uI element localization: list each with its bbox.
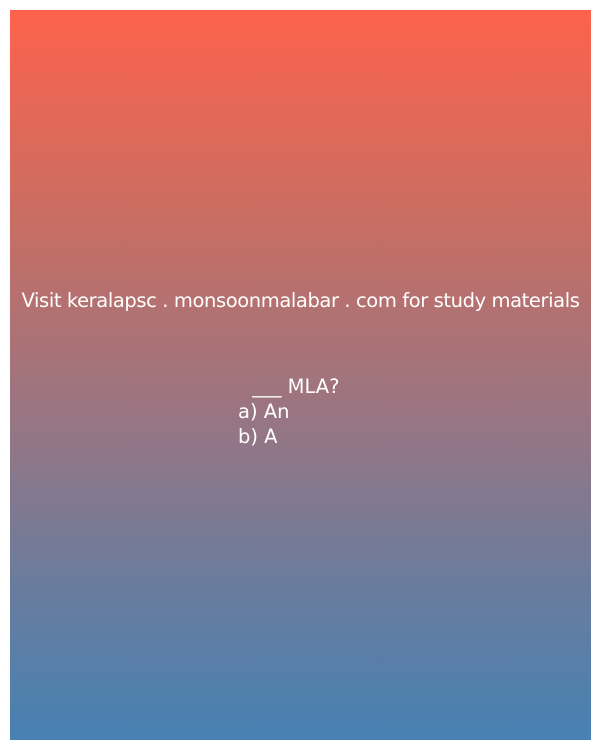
promo-text: Visit keralapsc . monsoonmalabar . com f… [21, 289, 580, 312]
option-a: a) An [238, 400, 290, 423]
quiz-card: Visit keralapsc . monsoonmalabar . com f… [10, 10, 591, 740]
option-b: b) A [238, 425, 278, 448]
question-text: ___ MLA? [246, 375, 340, 398]
